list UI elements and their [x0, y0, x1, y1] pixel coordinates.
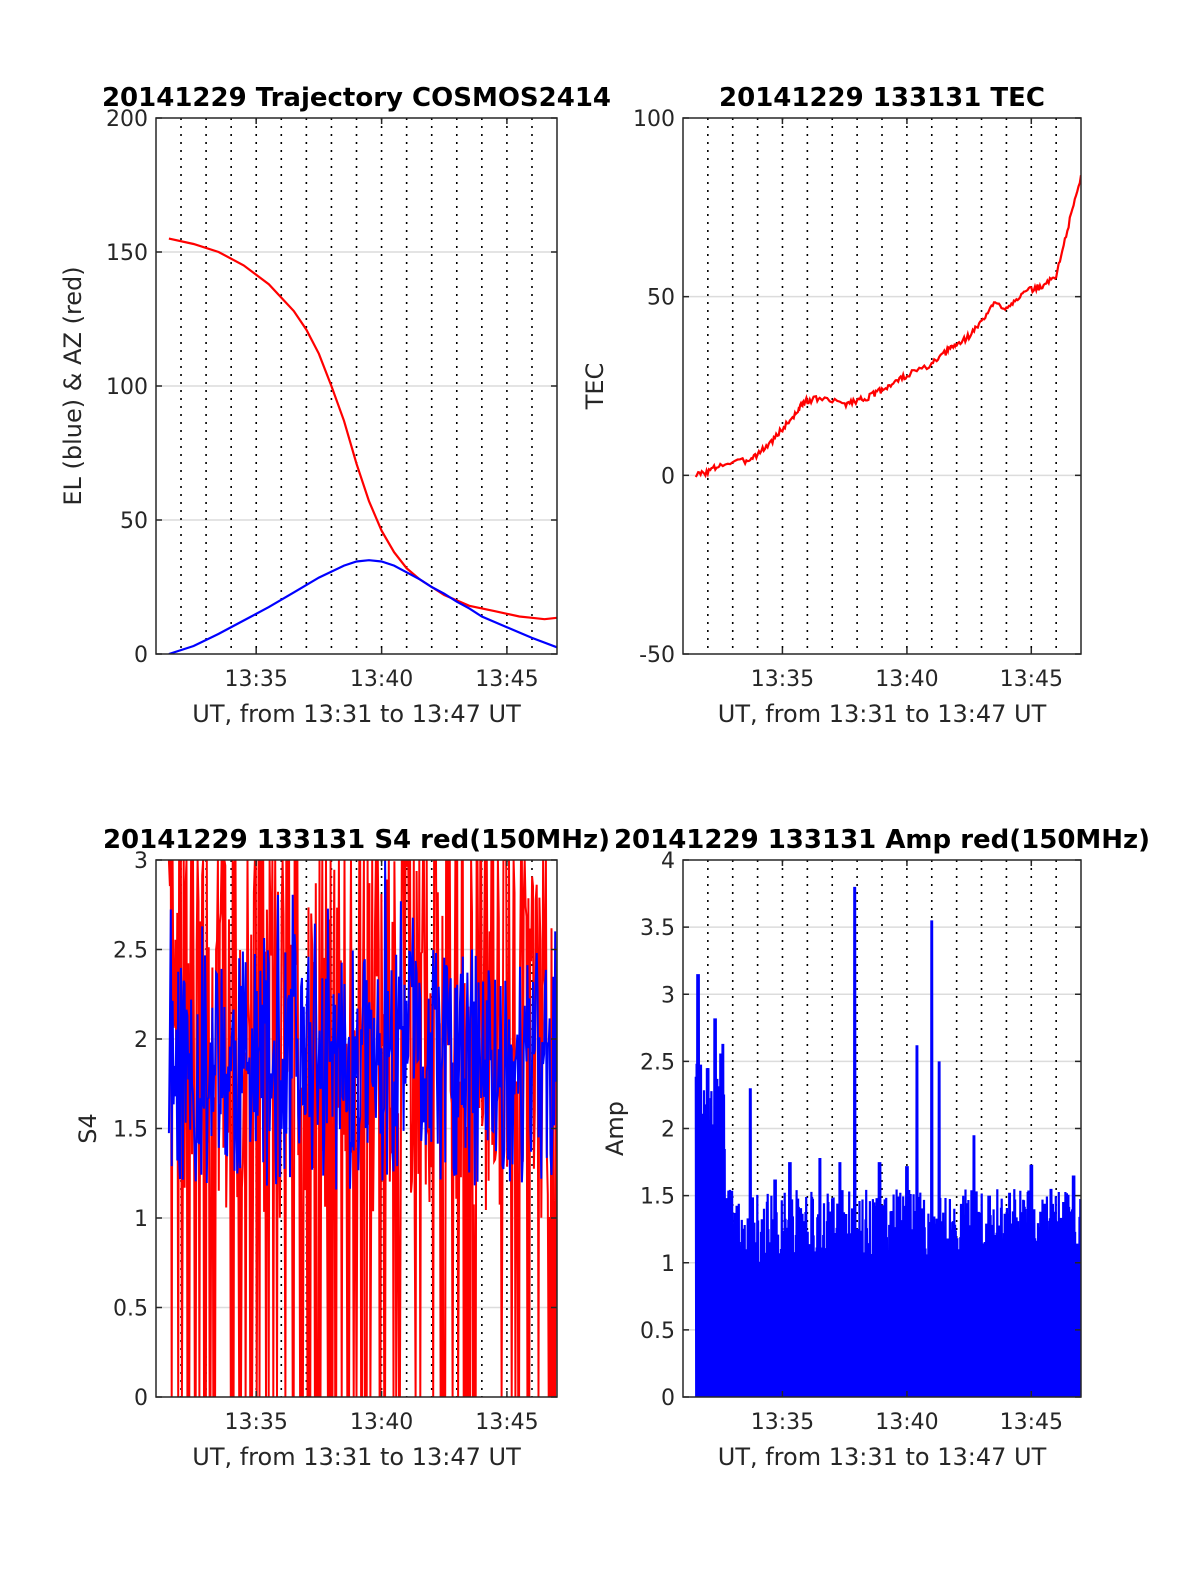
y-axis-label: EL (blue) & AZ (red)	[59, 266, 87, 505]
y-tick-label: 3	[661, 983, 675, 1008]
y-tick-label: 3.5	[640, 916, 675, 941]
s4-panel: 0 0.5 1 1.5 2 2.5 3 13:35 13:40 13:45 20141229 133…	[74, 825, 610, 1471]
x-tick-label: 13:35	[751, 1410, 814, 1435]
x-tick-label: 13:45	[1000, 667, 1063, 692]
y-axis-label: Amp	[601, 1101, 629, 1156]
y-tick-label: 3	[134, 849, 148, 874]
y-tick-label: 200	[106, 107, 148, 132]
x-axis-label: UT, from 13:31 to 13:47 UT	[192, 700, 521, 728]
series-line-0	[694, 886, 1081, 1397]
y-tick-label: 1	[134, 1207, 148, 1232]
y-tick-label: 1	[661, 1252, 675, 1277]
chart-title: 20141229 133131 Amp red(150MHz)	[614, 825, 1150, 855]
chart-title: 20141229 133131 TEC	[719, 83, 1045, 113]
x-axis-label: UT, from 13:31 to 13:47 UT	[718, 700, 1047, 728]
x-axis-label: UT, from 13:31 to 13:47 UT	[192, 1443, 521, 1471]
y-tick-label: 0	[134, 643, 148, 668]
y-tick-label: 2.5	[640, 1050, 675, 1075]
series-line-0	[168, 237, 557, 621]
y-tick-label: 4	[661, 849, 675, 874]
x-tick-label: 13:40	[875, 1410, 938, 1435]
y-tick-label: 100	[106, 375, 148, 400]
y-axis-label: S4	[74, 1113, 102, 1144]
plot-area	[167, 860, 557, 1397]
y-tick-label: 2.5	[113, 939, 148, 964]
series-line-1	[167, 860, 557, 1190]
trajectory-panel: 0 50 100 150 200 13:35 13:40 13:45 20141229 Traj…	[59, 83, 611, 728]
y-tick-label: 1.5	[113, 1118, 148, 1143]
y-tick-label: 0	[661, 1386, 675, 1411]
y-tick-label: 2	[661, 1118, 675, 1143]
y-tick-label: 2	[134, 1028, 148, 1053]
x-axis-label: UT, from 13:31 to 13:47 UT	[718, 1443, 1047, 1471]
y-tick-label: 0	[134, 1386, 148, 1411]
x-tick-label: 13:45	[475, 667, 538, 692]
x-tick-label: 13:35	[224, 667, 287, 692]
x-tick-label: 13:40	[350, 1410, 413, 1435]
y-tick-label: 100	[633, 107, 675, 132]
y-tick-label: 50	[120, 509, 148, 534]
y-tick-label: 0.5	[113, 1297, 148, 1322]
y-tick-label: -50	[639, 643, 675, 668]
y-tick-label: 150	[106, 241, 148, 266]
x-tick-label: 13:40	[350, 667, 413, 692]
series-fill-0	[695, 1329, 1081, 1397]
x-tick-label: 13:35	[224, 1410, 287, 1435]
x-tick-label: 13:40	[875, 667, 938, 692]
axes-frame	[682, 117, 1082, 655]
y-tick-label: 0.5	[640, 1319, 675, 1344]
plot-area	[694, 175, 1081, 479]
plot-area	[168, 237, 557, 654]
amp-panel: 0 0.5 1 1.5 2 2.5 3 3.5 4 13:35 13:40 13:45 20141229…	[601, 825, 1150, 1471]
plot-area	[694, 886, 1081, 1397]
y-tick-label: 0	[661, 464, 675, 489]
series-line-0	[694, 175, 1081, 479]
x-tick-label: 13:35	[751, 667, 814, 692]
x-tick-label: 13:45	[1000, 1410, 1063, 1435]
chart-title: 20141229 133131 S4 red(150MHz)	[103, 825, 610, 855]
chart-title: 20141229 Trajectory COSMOS2414	[102, 83, 611, 113]
y-axis-label: TEC	[581, 363, 609, 411]
y-tick-label: 50	[647, 286, 675, 311]
y-tick-label: 1.5	[640, 1185, 675, 1210]
tec-panel: -50 0 50 100 13:35 13:40 13:45 20141229 133131 …	[581, 83, 1082, 728]
x-tick-label: 13:45	[475, 1410, 538, 1435]
series-line-1	[168, 559, 557, 654]
